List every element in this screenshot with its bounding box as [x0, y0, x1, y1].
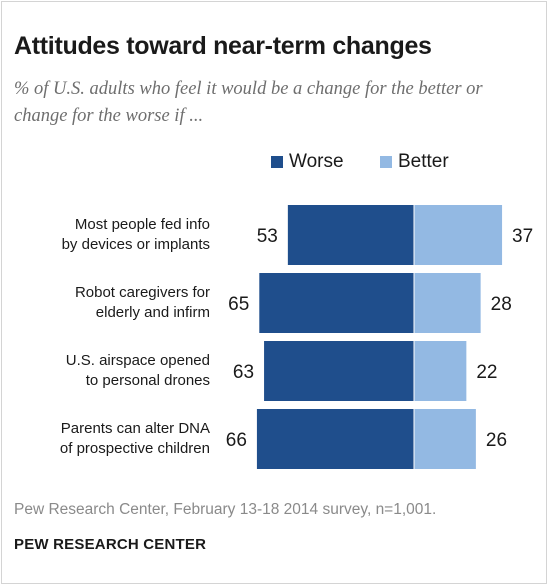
value-label-worse: 65	[228, 294, 249, 315]
value-label-worse: 63	[233, 362, 254, 383]
category-label-line: Robot caregivers for	[74, 284, 210, 301]
value-label-better: 22	[476, 362, 497, 383]
bar-better	[414, 409, 476, 469]
category-label: Most people fed info by devices or implan…	[0, 215, 210, 255]
value-label-better: 37	[512, 226, 533, 247]
legend-item-better: Better	[380, 151, 449, 173]
bar-better	[414, 273, 481, 333]
value-label-better: 26	[486, 430, 507, 451]
category-label-line: by devices or implants	[61, 236, 210, 253]
bar-better	[414, 341, 467, 401]
brand-footer: PEW RESEARCH CENTER	[14, 536, 207, 553]
legend-swatch-better	[380, 156, 392, 168]
category-label-line: elderly and infirm	[95, 304, 210, 321]
bar-worse	[259, 273, 414, 333]
chart-title: Attitudes toward near-term changes	[14, 32, 432, 60]
category-label-line: Parents can alter DNA	[60, 420, 210, 437]
legend-item-worse: Worse	[271, 151, 344, 173]
source-note: Pew Research Center, February 13-18 2014…	[14, 501, 437, 518]
category-label-line: U.S. airspace opened	[65, 352, 210, 369]
category-label-line: Most people fed info	[74, 216, 210, 233]
legend-swatch-worse	[271, 156, 283, 168]
bar-better	[414, 205, 503, 265]
category-label: U.S. airspace opened to personal drones	[0, 351, 210, 391]
category-label-line: to personal drones	[85, 372, 210, 389]
bar-worse	[264, 341, 414, 401]
bar-worse	[256, 409, 414, 469]
bar-worse	[287, 205, 414, 265]
chart-subtitle: % of U.S. adults who feel it would be a …	[14, 79, 483, 126]
category-label-line: of prospective children	[59, 440, 210, 457]
category-label: Robot caregivers for elderly and infirm	[0, 283, 210, 323]
value-label-worse: 53	[257, 226, 278, 247]
value-label-better: 28	[491, 294, 512, 315]
legend-label-worse: Worse	[289, 151, 344, 172]
legend-label-better: Better	[398, 151, 449, 172]
category-label: Parents can alter DNA of prospective chil…	[0, 419, 210, 459]
value-label-worse: 66	[226, 430, 247, 451]
